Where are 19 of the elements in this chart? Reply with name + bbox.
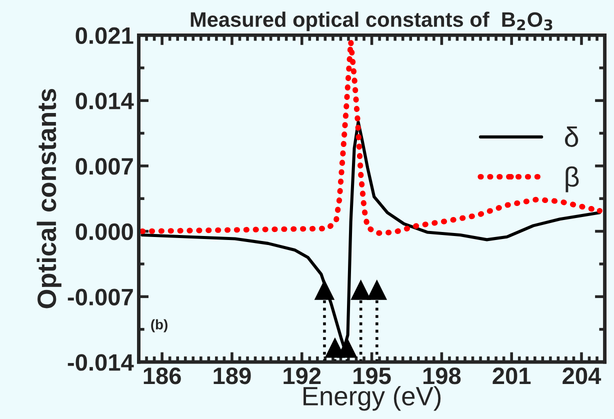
y-axis-title: Optical constants xyxy=(36,88,62,308)
y-tick-label: 0.021 xyxy=(76,27,134,44)
chart-title: Measured optical constants of B$_{2}$O$_{3}$ xyxy=(190,12,552,32)
legend-label: β xyxy=(566,166,579,192)
y-tick-label: -0.007 xyxy=(68,288,133,306)
x-tick-label: 198 xyxy=(423,368,461,384)
y-tick-label: -0.014 xyxy=(68,354,134,371)
x-axis-title: Energy (eV) xyxy=(304,386,441,411)
x-tick-label: 204 xyxy=(562,368,602,384)
y-tick-label: 0.014 xyxy=(76,92,134,110)
y-tick-label: 0.007 xyxy=(76,158,133,175)
x-tick-label: 201 xyxy=(492,368,531,384)
x-tick-label: 186 xyxy=(144,368,181,384)
x-tick-label: 189 xyxy=(214,368,251,384)
y-tick-label: 0.000 xyxy=(76,223,133,240)
legend-label: δ xyxy=(564,126,578,147)
x-tick-label: 195 xyxy=(354,368,391,384)
annotation: (b) xyxy=(151,319,168,332)
x-tick-label: 192 xyxy=(284,368,321,384)
